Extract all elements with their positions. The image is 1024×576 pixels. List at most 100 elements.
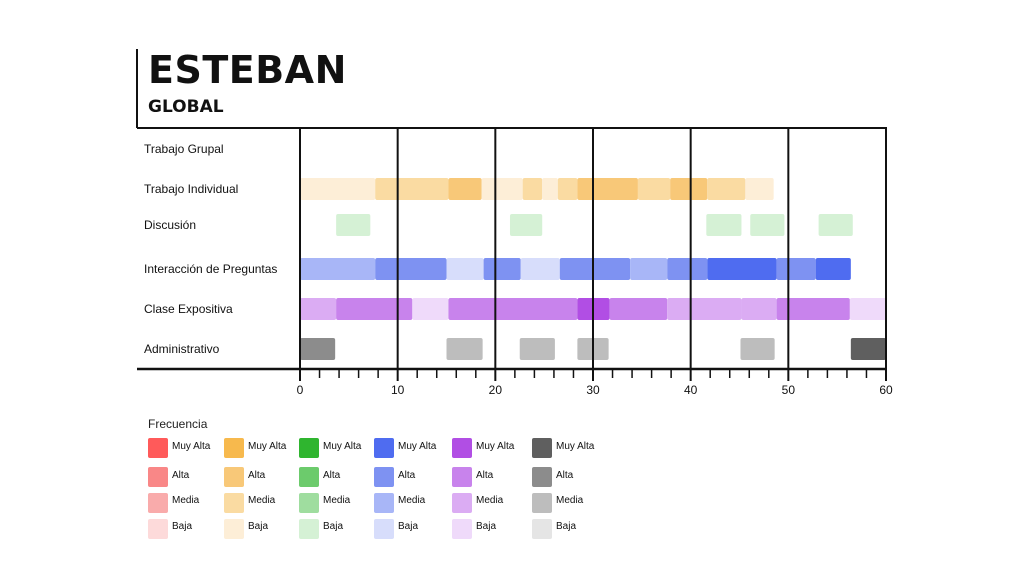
legend-title: Frecuencia <box>148 417 208 431</box>
timeline-segment <box>375 178 449 200</box>
timeline-segment <box>745 178 774 200</box>
legend-label: Baja <box>172 521 193 532</box>
legend-label: Muy Alta <box>323 441 362 452</box>
legend-swatch <box>532 493 552 513</box>
timeline-segment <box>522 178 543 200</box>
x-tick-label: 40 <box>684 383 698 397</box>
timeline-segment <box>707 258 777 280</box>
legend-label: Baja <box>556 521 577 532</box>
legend-label: Muy Alta <box>172 441 211 452</box>
legend-swatch <box>224 467 244 487</box>
legend-swatch <box>374 493 394 513</box>
timeline-segment <box>707 178 746 200</box>
timeline-segment <box>667 298 742 320</box>
timeline-segment <box>776 298 850 320</box>
timeline-segment <box>630 258 668 280</box>
legend-swatch <box>148 493 168 513</box>
legend-swatch <box>224 493 244 513</box>
legend-label: Alta <box>476 470 494 481</box>
legend-swatch <box>532 519 552 539</box>
timeline-segment <box>300 258 376 280</box>
legend-swatch <box>452 493 472 513</box>
timeline-segment <box>448 298 578 320</box>
timeline-segment <box>446 338 483 360</box>
row-label: Interacción de Preguntas <box>144 262 277 276</box>
legend-swatch <box>374 519 394 539</box>
timeline-segment <box>609 298 668 320</box>
timeline-segment <box>336 214 371 236</box>
x-tick-label: 60 <box>879 383 893 397</box>
legend-swatch <box>299 519 319 539</box>
legend-label: Media <box>172 495 200 506</box>
timeline-segment <box>375 258 447 280</box>
x-tick-label: 20 <box>489 383 503 397</box>
legend-swatch <box>299 467 319 487</box>
timeline-segment <box>850 338 886 360</box>
timeline-segment <box>818 214 853 236</box>
x-tick-label: 50 <box>782 383 796 397</box>
legend-label: Baja <box>248 521 269 532</box>
timeline-segment <box>750 214 785 236</box>
legend-label: Alta <box>172 470 190 481</box>
timeline-segment <box>300 298 337 320</box>
row-label: Discusión <box>144 218 196 232</box>
timeline-segment <box>849 298 886 320</box>
legend-label: Baja <box>398 521 419 532</box>
legend-label: Alta <box>248 470 266 481</box>
legend-label: Alta <box>556 470 574 481</box>
timeline-segment <box>667 258 708 280</box>
legend-label: Media <box>476 495 504 506</box>
legend-label: Muy Alta <box>248 441 287 452</box>
timeline-segment <box>740 338 775 360</box>
timeline-chart: 0 10 20 30 40 50 60 Trabajo Grupal Trabajo Indiv… <box>136 49 893 397</box>
legend-swatch <box>452 438 472 458</box>
timeline-segment <box>557 178 578 200</box>
legend-swatch <box>224 438 244 458</box>
legend-swatch <box>299 438 319 458</box>
legend-label: Alta <box>323 470 341 481</box>
timeline-segment <box>446 258 484 280</box>
row-label: Clase Expositiva <box>144 302 233 316</box>
timeline-segment <box>577 178 638 200</box>
timeline-segment <box>481 178 523 200</box>
legend-label: Muy Alta <box>556 441 595 452</box>
legend-label: Alta <box>398 470 416 481</box>
timeline-segment <box>300 178 376 200</box>
timeline-segment <box>509 214 543 236</box>
legend-swatch <box>224 519 244 539</box>
legend-swatch <box>148 519 168 539</box>
legend-label: Baja <box>476 521 497 532</box>
legend-label: Media <box>398 495 426 506</box>
timeline-segment <box>542 178 558 200</box>
legend-label: Media <box>323 495 351 506</box>
chart-title: ESTEBAN <box>148 48 347 92</box>
chart-subtitle: GLOBAL <box>148 97 224 117</box>
timeline-segment <box>670 178 708 200</box>
row-label: Trabajo Grupal <box>144 142 224 156</box>
legend-swatch <box>374 438 394 458</box>
timeline-segment <box>776 258 816 280</box>
row-label: Trabajo Individual <box>144 182 238 196</box>
timeline-segment <box>336 298 413 320</box>
timeline-segment <box>448 178 482 200</box>
legend-swatch <box>148 467 168 487</box>
timeline-segment <box>706 214 742 236</box>
legend-swatch <box>374 467 394 487</box>
legend-swatch <box>452 467 472 487</box>
row-label: Administrativo <box>144 342 220 356</box>
legend-swatch <box>532 467 552 487</box>
timeline-segment <box>741 298 777 320</box>
legend-swatch <box>452 519 472 539</box>
timeline-segment <box>519 338 555 360</box>
timeline-segment <box>559 258 631 280</box>
timeline-segment <box>483 258 521 280</box>
legend-swatch <box>148 438 168 458</box>
legend-label: Baja <box>323 521 344 532</box>
timeline-segment <box>412 298 449 320</box>
timeline-segment <box>815 258 851 280</box>
timeline-segment <box>300 338 336 360</box>
legend-label: Muy Alta <box>398 441 437 452</box>
legend-label: Media <box>556 495 584 506</box>
x-tick-label: 10 <box>391 383 405 397</box>
timeline-segment <box>520 258 560 280</box>
